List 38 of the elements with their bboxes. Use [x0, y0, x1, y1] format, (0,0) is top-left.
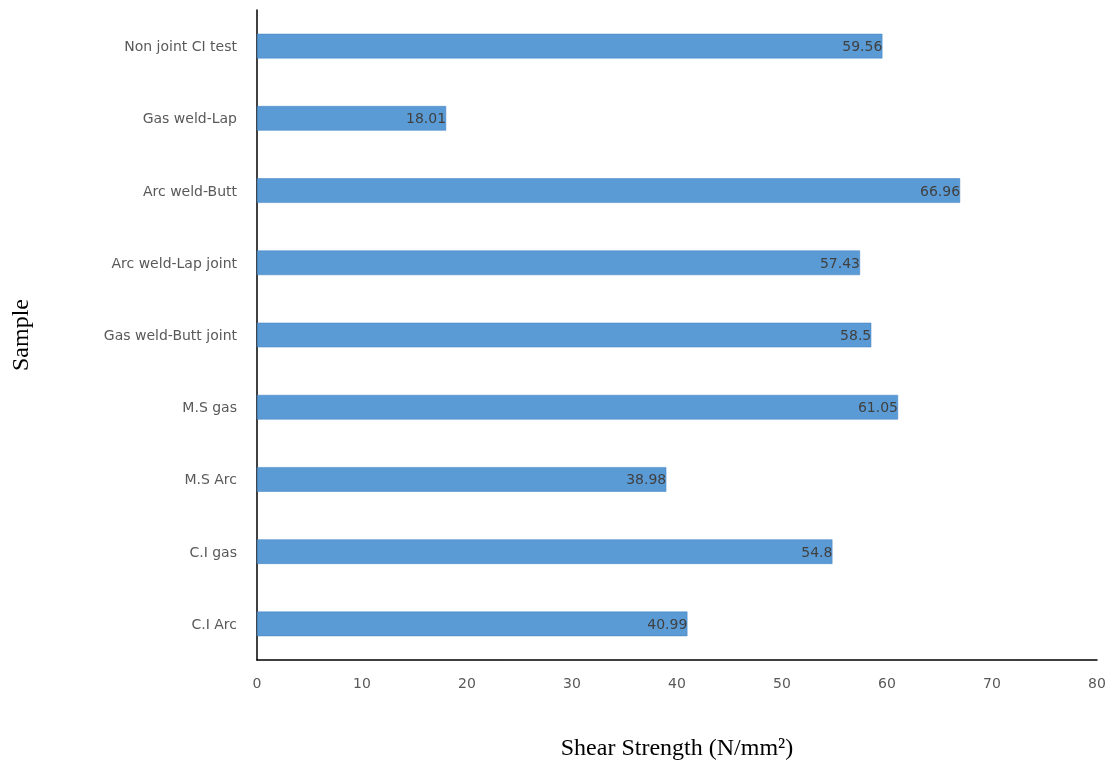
bar — [257, 394, 899, 420]
bar — [257, 467, 667, 492]
y-tick-label: Arc weld-Butt — [142, 182, 238, 199]
x-tick-label: 0 — [252, 675, 262, 691]
x-tick-label: 30 — [563, 675, 581, 691]
x-tick-label: 40 — [668, 675, 686, 691]
bar — [257, 322, 872, 348]
data-label: 59.56 — [842, 38, 883, 55]
y-tick-label: M.S Arc — [184, 471, 237, 488]
x-tick-label: 70 — [983, 675, 1001, 691]
data-label: 58.5 — [840, 327, 872, 343]
bar — [257, 250, 861, 276]
x-tick-label: 50 — [773, 675, 791, 691]
data-label: 40.99 — [647, 615, 688, 632]
bar — [257, 33, 883, 59]
x-axis-title: Shear Strength (N/mm²) — [560, 734, 794, 760]
data-label: 18.01 — [406, 110, 447, 127]
x-tick-label: 60 — [878, 675, 896, 691]
y-tick-label: C.I gas — [189, 543, 237, 560]
x-tick-label: 10 — [353, 675, 371, 691]
x-tick-label: 80 — [1088, 675, 1106, 691]
data-label: 66.96 — [919, 182, 961, 199]
y-tick-label: Gas weld-Butt joint — [103, 327, 238, 343]
y-tick-label: M.S gas — [182, 399, 237, 416]
data-label: 38.98 — [626, 471, 667, 488]
bar — [257, 178, 961, 203]
data-label: 61.05 — [857, 399, 899, 416]
data-label: 57.43 — [819, 254, 861, 271]
data-label: 54.8 — [801, 543, 833, 560]
y-tick-label: Arc weld-Lap joint — [111, 254, 238, 271]
y-tick-label: C.I Arc — [191, 615, 237, 632]
bar — [257, 611, 688, 637]
y-axis-title: Sample — [7, 299, 33, 371]
y-tick-label: Non joint CI test — [124, 38, 238, 55]
x-tick-label: 20 — [458, 675, 476, 691]
y-tick-label: Gas weld-Lap — [142, 110, 238, 127]
bar — [257, 539, 833, 564]
bar — [257, 106, 447, 131]
